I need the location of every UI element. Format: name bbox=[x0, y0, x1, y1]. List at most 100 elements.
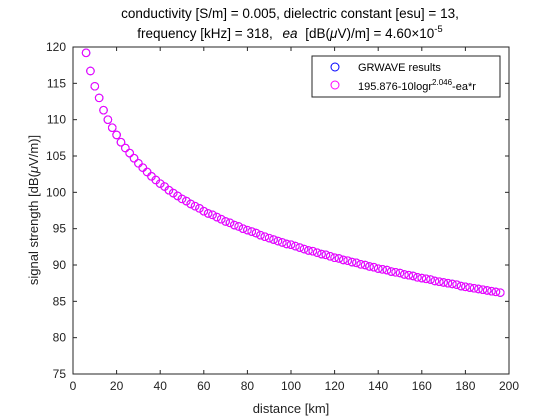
y-axis-label-prefix: signal strength [dB( bbox=[26, 172, 41, 285]
formula-point bbox=[99, 105, 108, 115]
formula-point bbox=[238, 224, 248, 233]
formula-point bbox=[321, 250, 331, 260]
formula-point bbox=[230, 220, 239, 230]
formula-point bbox=[86, 66, 95, 76]
formula-point bbox=[347, 257, 357, 267]
legend: GRWAVE results 195.876-10logr2.046-ea*r bbox=[311, 55, 501, 98]
formula-point bbox=[448, 279, 457, 289]
formula-point bbox=[243, 225, 252, 235]
chart-title-line2: frequency [kHz] = 318, ea [dB(μV)/m] = 4… bbox=[137, 24, 442, 41]
y-tick-label: 115 bbox=[47, 76, 66, 90]
formula-point bbox=[439, 278, 448, 287]
formula-point bbox=[312, 248, 322, 257]
formula-point bbox=[378, 265, 387, 274]
formula-point bbox=[247, 227, 257, 236]
title-units-end: V)/m] = 4.60×10 bbox=[337, 26, 434, 41]
plot-frame bbox=[72, 46, 510, 375]
formula-point bbox=[343, 256, 352, 265]
formula-point bbox=[443, 278, 453, 288]
formula-point bbox=[251, 228, 261, 238]
formula-point bbox=[474, 284, 483, 294]
formula-point bbox=[168, 188, 178, 198]
formula-point bbox=[325, 251, 335, 261]
y-tick-label: 75 bbox=[53, 367, 67, 381]
title-exponent: -5 bbox=[434, 24, 442, 35]
y-tick-label: 95 bbox=[53, 222, 67, 236]
formula-point bbox=[107, 123, 117, 132]
x-tick-label: 40 bbox=[154, 379, 168, 393]
formula-point bbox=[482, 286, 492, 295]
formula-point bbox=[373, 264, 383, 273]
y-tick-label: 120 bbox=[46, 40, 66, 54]
formula-point bbox=[173, 191, 182, 201]
formula-point bbox=[190, 201, 200, 211]
formula-point bbox=[434, 277, 444, 287]
formula-point bbox=[408, 271, 418, 281]
formula-point bbox=[421, 274, 431, 284]
formula-point bbox=[360, 260, 370, 270]
legend-box bbox=[311, 55, 501, 98]
x-tick-label: 60 bbox=[197, 379, 211, 393]
formula-point bbox=[225, 218, 235, 228]
x-tick-label: 20 bbox=[110, 379, 124, 393]
formula-point bbox=[413, 273, 422, 282]
formula-point bbox=[256, 230, 265, 240]
formula-point bbox=[469, 283, 479, 293]
formula-point bbox=[286, 240, 296, 249]
formula-point bbox=[138, 163, 148, 172]
legend-formula-exp: 2.046 bbox=[432, 78, 453, 87]
x-axis-label: distance [km] bbox=[253, 401, 330, 416]
formula-point bbox=[186, 199, 196, 209]
y-tick-label: 80 bbox=[53, 331, 67, 345]
formula-point bbox=[234, 222, 243, 231]
formula-point bbox=[382, 265, 392, 275]
formula-point bbox=[317, 249, 326, 259]
formula-point bbox=[134, 158, 143, 168]
formula-point bbox=[282, 239, 291, 249]
formula-point bbox=[142, 167, 152, 177]
formula-point bbox=[129, 153, 139, 163]
formula-point bbox=[203, 209, 213, 218]
legend-marker-formula bbox=[330, 80, 340, 90]
formula-point bbox=[94, 93, 104, 103]
legend-entry-grwave: GRWAVE results bbox=[358, 62, 441, 74]
formula-point bbox=[365, 262, 374, 271]
formula-point bbox=[391, 267, 400, 277]
formula-point bbox=[495, 288, 505, 297]
y-tick-label: 100 bbox=[46, 185, 66, 199]
formula-point bbox=[430, 276, 440, 286]
legend-formula-base: 195.876-10logr bbox=[358, 81, 432, 93]
formula-point bbox=[112, 130, 121, 140]
y-axis-label: signal strength [dB(μV/m)] bbox=[26, 135, 41, 285]
formula-point bbox=[195, 204, 204, 213]
formula-point bbox=[277, 238, 287, 247]
formula-point bbox=[155, 179, 165, 188]
y-axis-label-suffix: V/m)] bbox=[26, 135, 41, 166]
formula-point bbox=[491, 287, 501, 297]
legend-entry-formula: 195.876-10logr2.046-ea*r bbox=[358, 78, 476, 93]
title-units: [dB( bbox=[305, 26, 330, 41]
formula-point bbox=[308, 246, 318, 256]
legend-marker-grwave bbox=[330, 62, 340, 72]
formula-point bbox=[334, 254, 344, 263]
x-tick-label: 160 bbox=[412, 379, 432, 393]
formula-point bbox=[452, 280, 461, 289]
x-tick-label: 140 bbox=[368, 379, 388, 393]
formula-point bbox=[487, 286, 496, 296]
formula-point bbox=[177, 194, 187, 204]
data-points bbox=[81, 48, 505, 297]
x-tick-label: 80 bbox=[241, 379, 255, 393]
formula-point bbox=[386, 267, 396, 276]
x-tick-label: 100 bbox=[281, 379, 301, 393]
formula-point bbox=[182, 196, 191, 206]
formula-point bbox=[417, 273, 427, 283]
formula-point bbox=[90, 81, 100, 91]
formula-point bbox=[369, 262, 379, 272]
formula-point bbox=[212, 212, 222, 222]
title-ea: ea bbox=[282, 26, 298, 41]
chart-title-line1: conductivity [S/m] = 0.005, dielectric c… bbox=[121, 6, 459, 21]
y-tick-label: 110 bbox=[47, 113, 66, 127]
formula-point bbox=[404, 270, 414, 280]
formula-point bbox=[299, 244, 309, 254]
